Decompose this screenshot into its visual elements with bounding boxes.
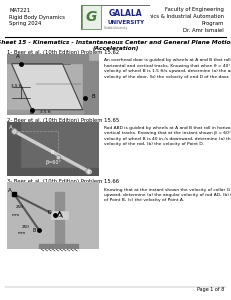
- Polygon shape: [12, 64, 83, 110]
- Text: β=60°: β=60°: [46, 160, 62, 165]
- Text: A: A: [8, 188, 12, 193]
- Text: (Acceleration): (Acceleration): [92, 46, 139, 51]
- Text: A: A: [16, 54, 20, 59]
- Bar: [51, 211, 68, 219]
- Text: Knowing that at the instant shown the velocity of collar G is 1.6 m/s
upward, de: Knowing that at the instant shown the ve…: [104, 188, 231, 202]
- Bar: [83, 61, 99, 115]
- Text: Galala University: Galala University: [104, 26, 127, 31]
- Text: B: B: [50, 150, 54, 155]
- Text: GALALA: GALALA: [109, 8, 143, 17]
- Bar: [7, 54, 88, 63]
- Text: 1- Beer et al. (10th Edition) Problem 15.62: 1- Beer et al. (10th Edition) Problem 15…: [7, 50, 119, 56]
- Text: 3.5 ft: 3.5 ft: [11, 84, 21, 88]
- Bar: [82, 5, 101, 29]
- Text: MAT221
Rigid Body Dynamics
Spring 2024: MAT221 Rigid Body Dynamics Spring 2024: [9, 8, 65, 26]
- Text: G: G: [85, 10, 97, 24]
- Bar: [55, 192, 64, 249]
- Bar: [7, 169, 99, 176]
- Text: A: A: [9, 124, 12, 130]
- Text: G: G: [58, 212, 61, 217]
- Text: 3.5 ft: 3.5 ft: [40, 110, 51, 114]
- Text: Rod ABD is guided by wheels at A and B that roll in horizontal and
vertical trac: Rod ABD is guided by wheels at A and B t…: [104, 126, 231, 146]
- Text: mm: mm: [18, 231, 26, 235]
- Text: mm: mm: [12, 213, 20, 217]
- Text: B: B: [32, 228, 35, 233]
- Text: An overhead door is guided by wheels at A and B that roll in
horizontal and vert: An overhead door is guided by wheels at …: [104, 58, 231, 79]
- Text: B: B: [91, 94, 95, 99]
- Text: D: D: [88, 170, 92, 175]
- Text: 3- Beer et al. (10th Edition) Problem 15.66: 3- Beer et al. (10th Edition) Problem 15…: [7, 179, 119, 184]
- Text: Faculty of Engineering
Mechatronics & Industrial Automation
Program
Dr. Amr Isma: Faculty of Engineering Mechatronics & In…: [124, 8, 224, 34]
- Bar: [7, 122, 20, 176]
- Bar: [39, 244, 78, 249]
- Text: 2- Beer et al. (10th Edition) Problem 15.65: 2- Beer et al. (10th Edition) Problem 15…: [7, 118, 119, 123]
- Text: D: D: [48, 210, 51, 215]
- Bar: [7, 110, 83, 115]
- Text: Sheet 15 - Kinematics - Instantaneous Center and General Plane Motion: Sheet 15 - Kinematics - Instantaneous Ce…: [0, 40, 231, 46]
- Text: D: D: [30, 110, 34, 115]
- Text: UNIVERSITY: UNIVERSITY: [107, 20, 144, 25]
- Text: 250: 250: [16, 205, 24, 209]
- Text: 250: 250: [22, 225, 30, 229]
- Text: Page 1 of 8: Page 1 of 8: [197, 286, 224, 292]
